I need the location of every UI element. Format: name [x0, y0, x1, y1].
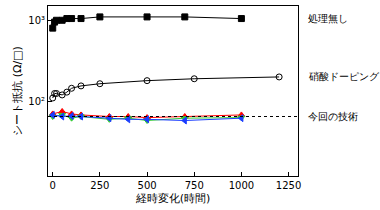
svg-text:経時変化(時間): 経時変化(時間) — [135, 192, 211, 205]
svg-text:今回の技術: 今回の技術 — [308, 111, 358, 122]
svg-text:1000: 1000 — [229, 180, 254, 191]
svg-text:0: 0 — [50, 180, 56, 191]
svg-text:250: 250 — [90, 180, 109, 191]
svg-text:シート抵抗 (Ω/□): シート抵抗 (Ω/□) — [11, 46, 24, 136]
svg-text:1250: 1250 — [276, 180, 301, 191]
svg-text:硝酸ドーピング: 硝酸ドーピング — [308, 71, 380, 82]
svg-text:750: 750 — [185, 180, 204, 191]
svg-text:10³: 10³ — [28, 15, 45, 26]
svg-text:500: 500 — [138, 180, 157, 191]
svg-text:処理無し: 処理無し — [308, 13, 348, 24]
svg-text:10²: 10² — [28, 96, 45, 107]
